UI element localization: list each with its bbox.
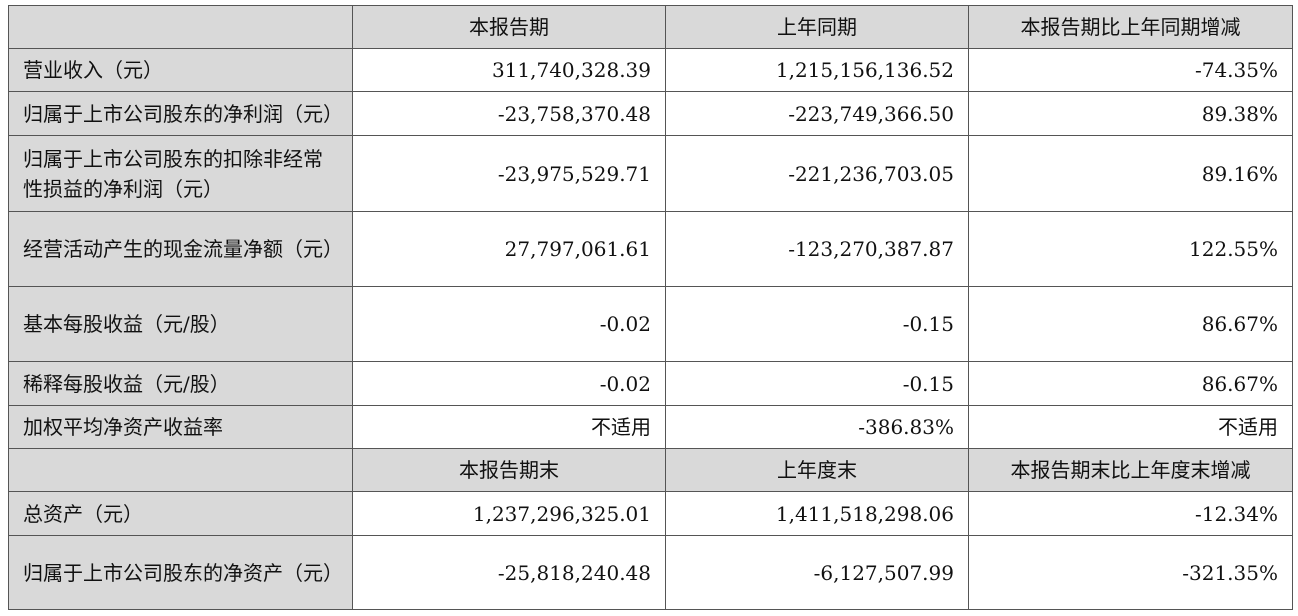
cell-value: -6,127,507.99 xyxy=(665,535,969,610)
row-label: 归属于上市公司股东的扣除非经常性损益的净利润（元） xyxy=(8,135,353,212)
table-row: 经营活动产生的现金流量净额（元） 27,797,061.61 -123,270,38… xyxy=(8,211,1293,287)
cell-value: -321.35% xyxy=(968,535,1293,610)
column-header: 本报告期 xyxy=(352,5,666,49)
row-label: 归属于上市公司股东的净资产（元） xyxy=(8,535,353,610)
table-row: 加权平均净资产收益率 不适用 -386.83% 不适用 xyxy=(8,405,1293,449)
table-row: 归属于上市公司股东的净资产（元） -25,818,240.48 -6,127,507… xyxy=(8,535,1293,610)
column-header: 本报告期比上年同期增减 xyxy=(968,5,1293,49)
header-row-period-end: 本报告期末 上年度末 本报告期末比上年度末增减 xyxy=(8,448,1293,492)
cell-value: -0.02 xyxy=(352,361,666,406)
cell-value: -12.34% xyxy=(968,491,1293,536)
cell-value: -123,270,387.87 xyxy=(665,211,969,287)
cell-value: -386.83% xyxy=(665,405,969,449)
table-row: 基本每股收益（元/股） -0.02 -0.15 86.67% xyxy=(8,286,1293,362)
cell-value: -221,236,703.05 xyxy=(665,135,969,212)
financial-summary-table: 本报告期 上年同期 本报告期比上年同期增减 营业收入（元） 311,740,328.39… xyxy=(8,5,1293,610)
row-label: 加权平均净资产收益率 xyxy=(8,405,353,449)
cell-value: -23,758,370.48 xyxy=(352,91,666,136)
cell-value: -0.15 xyxy=(665,286,969,362)
cell-value: -223,749,366.50 xyxy=(665,91,969,136)
cell-value: 27,797,061.61 xyxy=(352,211,666,287)
row-label: 基本每股收益（元/股） xyxy=(8,286,353,362)
cell-value: -25,818,240.48 xyxy=(352,535,666,610)
table-row: 归属于上市公司股东的扣除非经常性损益的净利润（元） -23,975,529.71-… xyxy=(8,135,1293,212)
row-label: 归属于上市公司股东的净利润（元） xyxy=(8,91,353,136)
table-row: 总资产（元） 1,237,296,325.01 1,411,518,298.06 -1… xyxy=(8,491,1293,536)
table-row: 稀释每股收益（元/股） -0.02 -0.15 86.67% xyxy=(8,361,1293,406)
column-header: 本报告期末 xyxy=(352,448,666,492)
column-header xyxy=(8,448,353,492)
cell-value: 1,237,296,325.01 xyxy=(352,491,666,536)
cell-value: 1,215,156,136.52 xyxy=(665,48,969,92)
cell-value: -0.15 xyxy=(665,361,969,406)
cell-value: -0.02 xyxy=(352,286,666,362)
row-label: 总资产（元） xyxy=(8,491,353,536)
cell-value: -74.35% xyxy=(968,48,1293,92)
cell-value: -23,975,529.71 xyxy=(352,135,666,212)
row-label: 稀释每股收益（元/股） xyxy=(8,361,353,406)
column-header: 上年度末 xyxy=(665,448,969,492)
cell-value: 1,411,518,298.06 xyxy=(665,491,969,536)
cell-value: 89.16% xyxy=(968,135,1293,212)
cell-value: 86.67% xyxy=(968,361,1293,406)
cell-value: 122.55% xyxy=(968,211,1293,287)
column-header xyxy=(8,5,353,49)
table-row: 营业收入（元） 311,740,328.39 1,215,156,136.52 -74… xyxy=(8,48,1293,92)
cell-value: 86.67% xyxy=(968,286,1293,362)
column-header: 上年同期 xyxy=(665,5,969,49)
column-header: 本报告期末比上年度末增减 xyxy=(968,448,1293,492)
header-row-period: 本报告期 上年同期 本报告期比上年同期增减 xyxy=(8,5,1293,49)
cell-value: 311,740,328.39 xyxy=(352,48,666,92)
cell-value: 不适用 xyxy=(968,405,1293,449)
cell-value: 89.38% xyxy=(968,91,1293,136)
row-label: 经营活动产生的现金流量净额（元） xyxy=(8,211,353,287)
table-row: 归属于上市公司股东的净利润（元） -23,758,370.48 -223,749,3… xyxy=(8,91,1293,136)
row-label: 营业收入（元） xyxy=(8,48,353,92)
cell-value: 不适用 xyxy=(352,405,666,449)
